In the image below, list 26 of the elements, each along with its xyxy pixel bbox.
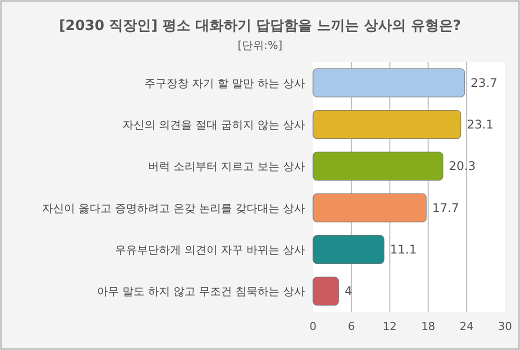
- y-tick-label: 자신이 옳다고 증명하려고 온갖 논리를 갖다대는 상사: [42, 202, 305, 215]
- bar: [312, 68, 465, 98]
- y-tick-label: 주구장창 자기 할 말만 하는 상사: [144, 76, 305, 90]
- data-label: 11.1: [390, 242, 417, 256]
- data-label: 20.3: [448, 159, 476, 174]
- y-tick-label: 자신의 의견을 절대 굽히지 않는 상사: [122, 118, 305, 132]
- bar: [312, 235, 384, 264]
- bar: [312, 193, 427, 222]
- bar: [312, 152, 444, 181]
- chart-subtitle: [단위:%]: [238, 39, 282, 52]
- y-tick-label: 우유부단하게 의견이 자꾸 바뀌는 상사: [115, 244, 305, 256]
- bar: [312, 276, 339, 306]
- x-tick-label: 0: [310, 320, 316, 333]
- data-label: 17.7: [432, 200, 459, 215]
- chart-title: [2030 직장인] 평소 대화하기 답답함을 느끼는 상사의 유형은?: [58, 18, 462, 34]
- x-tick-label: 18: [421, 320, 436, 333]
- x-tick-label: 12: [382, 320, 397, 333]
- data-label: 4: [344, 284, 352, 298]
- bar: [312, 110, 462, 139]
- y-tick-label: 버럭 소리부터 지르고 보는 상사: [148, 160, 305, 174]
- data-label: 23.7: [470, 76, 498, 90]
- y-tick-label: 아무 말도 하지 않고 무조건 침묵하는 상사: [97, 285, 305, 298]
- data-label: 23.1: [466, 118, 494, 132]
- x-tick-label: 24: [460, 320, 474, 333]
- x-tick-label: 30: [498, 320, 512, 333]
- x-tick-label: 6: [348, 320, 355, 333]
